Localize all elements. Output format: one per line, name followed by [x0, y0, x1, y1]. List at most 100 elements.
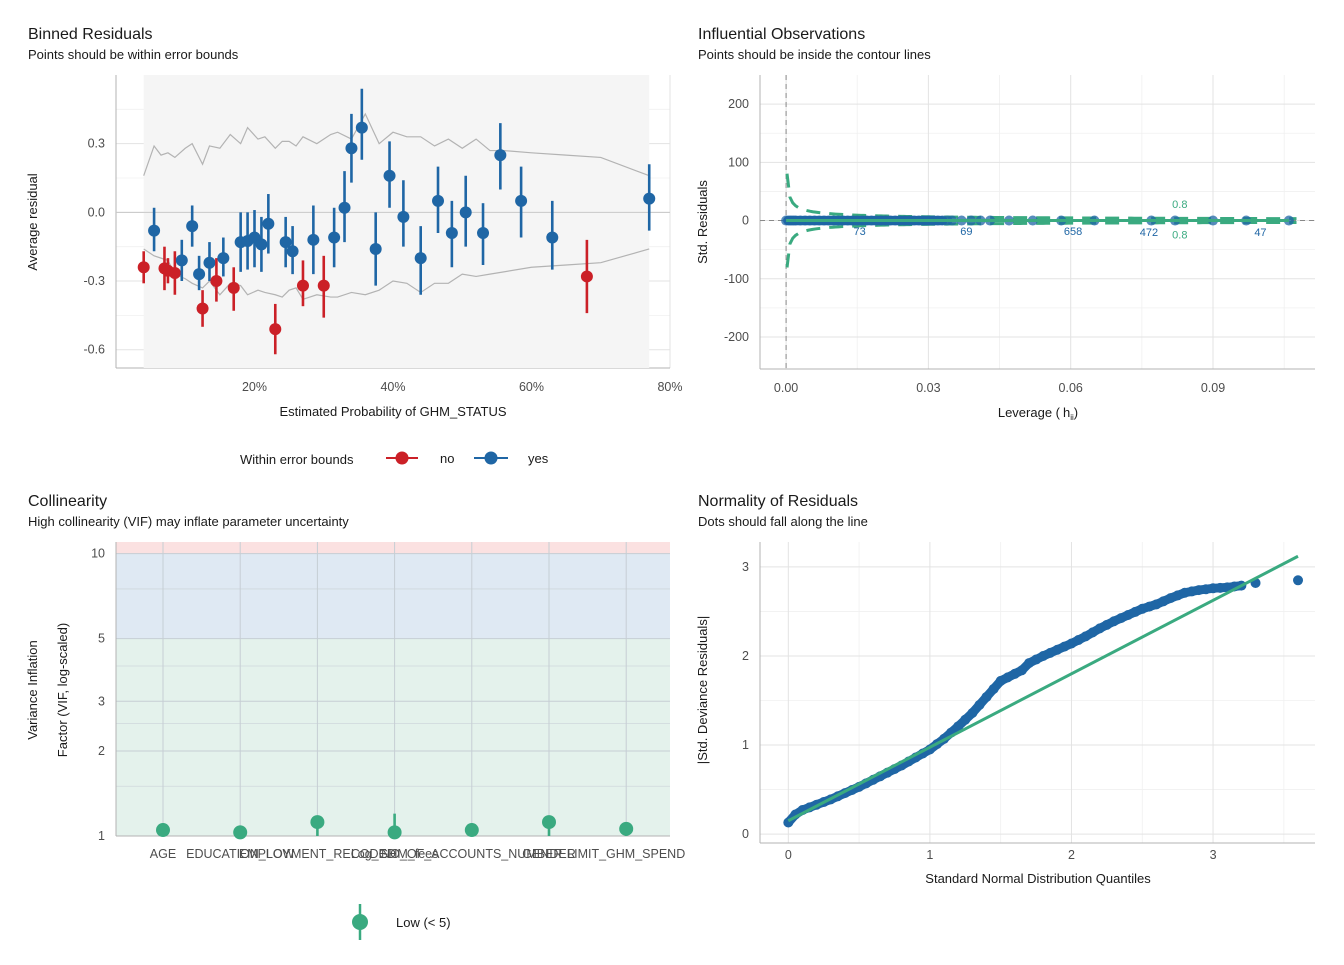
vif-x-tick-label: GENDER	[522, 847, 575, 861]
binned-point	[580, 270, 593, 283]
binned-y-tick-label: 0.0	[88, 205, 105, 219]
qq-x-tick-label: 3	[1210, 848, 1217, 862]
binned-point	[459, 206, 472, 219]
vif-y-tick-label: 10	[91, 547, 105, 561]
binned-point	[345, 142, 358, 155]
influence-contour-label: 0.8	[1172, 199, 1187, 211]
binned-point	[193, 268, 206, 281]
influence-contour-upper	[785, 173, 1297, 221]
qq-point	[1293, 575, 1304, 586]
influence-observation-label: 69	[960, 226, 972, 238]
vif-y-tick-label: 2	[98, 744, 105, 758]
vif-point	[387, 825, 402, 840]
binned-point	[445, 226, 458, 239]
binned-point	[296, 279, 309, 292]
influence-x-label-sub: ii	[1070, 413, 1074, 422]
influence-contour-lower	[785, 220, 1297, 268]
qq-y-tick-label: 1	[742, 738, 749, 752]
influence-panel: Influential Observations Points should b…	[695, 26, 1315, 422]
vif-gridlines	[115, 542, 670, 837]
binned-point	[338, 201, 351, 214]
influence-x-ticks: 0.00 0.03 0.06 0.09	[774, 381, 1225, 395]
binned-point	[255, 238, 268, 251]
binned-point	[286, 245, 299, 258]
qq-x-label: Standard Normal Distribution Quantiles	[925, 871, 1151, 886]
qq-point	[974, 699, 985, 710]
binned-x-label: Estimated Probability of GHM_STATUS	[279, 404, 506, 419]
influence-y-tick-label: -200	[724, 330, 749, 344]
vif-point	[156, 823, 170, 838]
binned-point	[279, 236, 292, 249]
vif-y-label-1: Variance Inflation	[25, 640, 40, 740]
binned-x-tick-label: 80%	[657, 380, 682, 394]
binned-point	[210, 275, 223, 288]
binned-point	[227, 281, 240, 294]
binned-points	[137, 88, 656, 355]
vif-moderate-band	[116, 553, 670, 639]
binned-point	[414, 252, 427, 265]
vif-x-tick-label: AGE	[150, 847, 176, 861]
qq-y-ticks: 0 1 2 3	[742, 560, 749, 841]
binned-point	[203, 256, 216, 269]
binned-point	[477, 226, 490, 239]
binned-point	[432, 194, 445, 207]
vif-point	[464, 823, 479, 838]
binned-point	[137, 261, 150, 274]
binned-point	[383, 169, 396, 182]
qq-point	[988, 683, 999, 694]
legend-key-no	[386, 451, 418, 465]
legend-label-no: no	[440, 451, 454, 466]
influence-observation-label: 472	[1140, 227, 1158, 239]
vif-point	[310, 815, 325, 830]
qq-reference	[787, 554, 1299, 823]
vif-y-tick-label: 3	[98, 694, 105, 708]
qq-y-tick-label: 0	[742, 827, 749, 841]
influence-y-tick-label: -100	[724, 272, 749, 286]
binned-legend: Within error bounds no yes	[240, 451, 549, 467]
binned-ribbon-rect	[143, 75, 650, 368]
influence-subtitle: Points should be inside the contour line…	[698, 47, 931, 62]
qq-point	[981, 691, 992, 702]
collinearity-panel: Collinearity High collinearity (VIF) may…	[25, 493, 685, 940]
influence-points	[781, 215, 1294, 226]
qq-point	[967, 707, 978, 718]
binned-point	[317, 279, 330, 292]
legend-title: Within error bounds	[240, 452, 354, 467]
binned-subtitle: Points should be within error bounds	[28, 47, 239, 62]
qq-x-ticks: 0 1 2 3	[785, 848, 1217, 862]
influence-x-tick-label: 0.09	[1201, 381, 1225, 395]
binned-ribbon	[116, 75, 670, 368]
binned-point	[494, 149, 507, 162]
vif-y-label-2: Factor (VIF, log-scaled)	[55, 623, 70, 757]
vif-x-tick-label: LIMIT_GHM_SPEND	[567, 847, 685, 861]
legend-label-low: Low (< 5)	[396, 915, 451, 930]
vif-subtitle: High collinearity (VIF) may inflate para…	[28, 514, 349, 529]
vif-y-tick-label: 5	[98, 632, 105, 646]
vif-points	[156, 813, 634, 840]
qq-x-tick-label: 2	[1068, 848, 1075, 862]
influence-observation-label: 658	[1064, 226, 1082, 238]
vif-x-tick-label: EDUCATION_LOW	[186, 847, 294, 861]
vif-bands	[116, 542, 670, 836]
influence-x-label-h: h	[1063, 405, 1070, 420]
influence-contours: 0.8 0.8	[785, 173, 1297, 268]
influence-y-ticks: -200 -100 0 100 200	[724, 97, 749, 344]
binned-point	[307, 233, 320, 246]
binned-residuals-panel: Binned Residuals Points should be within…	[25, 26, 683, 467]
qq-y-tick-label: 2	[742, 649, 749, 663]
vif-point	[542, 815, 556, 830]
qq-subtitle: Dots should fall along the line	[698, 514, 868, 529]
binned-title: Binned Residuals	[28, 26, 153, 43]
vif-legend: Low (< 5)	[352, 904, 451, 940]
qq-x-tick-label: 1	[926, 848, 933, 862]
influence-y-tick-label: 0	[742, 214, 749, 228]
binned-point	[643, 192, 656, 205]
binned-y-label: Average residual	[25, 173, 40, 270]
binned-x-tick-label: 20%	[242, 380, 267, 394]
vif-title: Collinearity	[28, 493, 107, 510]
binned-y-tick-label: -0.6	[83, 343, 105, 357]
influence-y-label: Std. Residuals	[695, 180, 710, 264]
vif-x-tick-label: Log_GHM_fees	[351, 847, 439, 861]
influence-title: Influential Observations	[698, 26, 865, 43]
